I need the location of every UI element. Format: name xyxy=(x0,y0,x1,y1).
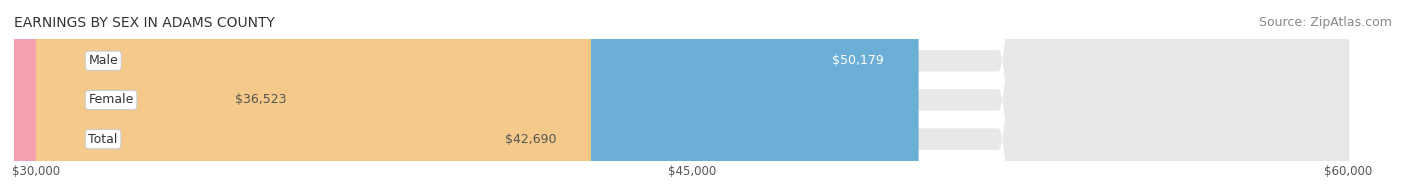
Text: $36,523: $36,523 xyxy=(235,93,287,106)
FancyBboxPatch shape xyxy=(37,0,1348,196)
FancyBboxPatch shape xyxy=(37,0,1348,196)
Text: Male: Male xyxy=(89,54,118,67)
Text: Total: Total xyxy=(89,133,118,146)
FancyBboxPatch shape xyxy=(37,0,1348,196)
Text: $50,179: $50,179 xyxy=(832,54,883,67)
FancyBboxPatch shape xyxy=(37,0,591,196)
Text: Female: Female xyxy=(89,93,134,106)
FancyBboxPatch shape xyxy=(37,0,918,196)
Text: Source: ZipAtlas.com: Source: ZipAtlas.com xyxy=(1258,16,1392,29)
Text: EARNINGS BY SEX IN ADAMS COUNTY: EARNINGS BY SEX IN ADAMS COUNTY xyxy=(14,16,276,30)
FancyBboxPatch shape xyxy=(0,0,385,196)
Text: $42,690: $42,690 xyxy=(505,133,555,146)
